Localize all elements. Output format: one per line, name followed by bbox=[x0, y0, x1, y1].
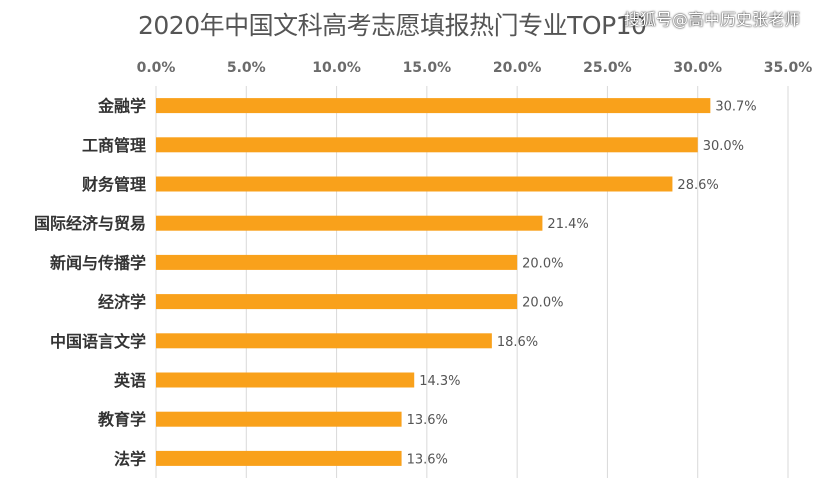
category-label-0: 金融学 bbox=[97, 97, 146, 116]
bar-1 bbox=[156, 137, 698, 153]
category-label-3: 国际经济与贸易 bbox=[34, 214, 146, 233]
bar-2 bbox=[156, 176, 673, 192]
category-label-8: 教育学 bbox=[98, 410, 146, 429]
bar-3 bbox=[156, 215, 543, 231]
bar-5 bbox=[156, 294, 518, 310]
category-label-6: 中国语言文学 bbox=[50, 332, 146, 351]
x-tick-label-4: 20.0% bbox=[493, 60, 542, 76]
category-label-5: 经济学 bbox=[98, 293, 146, 312]
data-label-8: 13.6% bbox=[407, 413, 448, 428]
category-label-1: 工商管理 bbox=[82, 136, 146, 155]
x-tick-label-6: 30.0% bbox=[673, 60, 722, 76]
data-label-9: 13.6% bbox=[407, 452, 448, 467]
x-tick-label-1: 5.0% bbox=[227, 60, 266, 76]
data-label-2: 28.6% bbox=[677, 178, 718, 193]
data-label-0: 30.7% bbox=[715, 100, 756, 115]
category-label-7: 英语 bbox=[113, 371, 146, 390]
bar-4 bbox=[156, 254, 518, 270]
category-label-4: 新闻与传播学 bbox=[50, 253, 146, 272]
category-label-2: 财务管理 bbox=[81, 175, 146, 194]
data-label-1: 30.0% bbox=[703, 139, 744, 154]
bar-0 bbox=[156, 98, 711, 114]
data-label-3: 21.4% bbox=[547, 217, 588, 232]
data-label-6: 18.6% bbox=[497, 335, 538, 350]
x-tick-label-5: 25.0% bbox=[583, 60, 632, 76]
data-label-5: 20.0% bbox=[522, 296, 563, 311]
bar-7 bbox=[156, 372, 415, 388]
chart-title: 2020年中国文科高考志愿填报热门专业TOP10 bbox=[138, 11, 647, 40]
category-label-9: 法学 bbox=[114, 449, 146, 468]
bar-9 bbox=[156, 450, 402, 466]
x-tick-label-7: 35.0% bbox=[764, 60, 813, 76]
x-tick-label-2: 10.0% bbox=[312, 60, 361, 76]
bar-6 bbox=[156, 333, 492, 349]
x-tick-label-0: 0.0% bbox=[137, 60, 176, 76]
x-tick-label-3: 15.0% bbox=[403, 60, 452, 76]
data-label-7: 14.3% bbox=[419, 374, 460, 389]
watermark-text: 搜狐号@高中历史张老师 bbox=[623, 10, 800, 29]
data-label-4: 20.0% bbox=[522, 256, 563, 271]
bar-8 bbox=[156, 411, 402, 427]
